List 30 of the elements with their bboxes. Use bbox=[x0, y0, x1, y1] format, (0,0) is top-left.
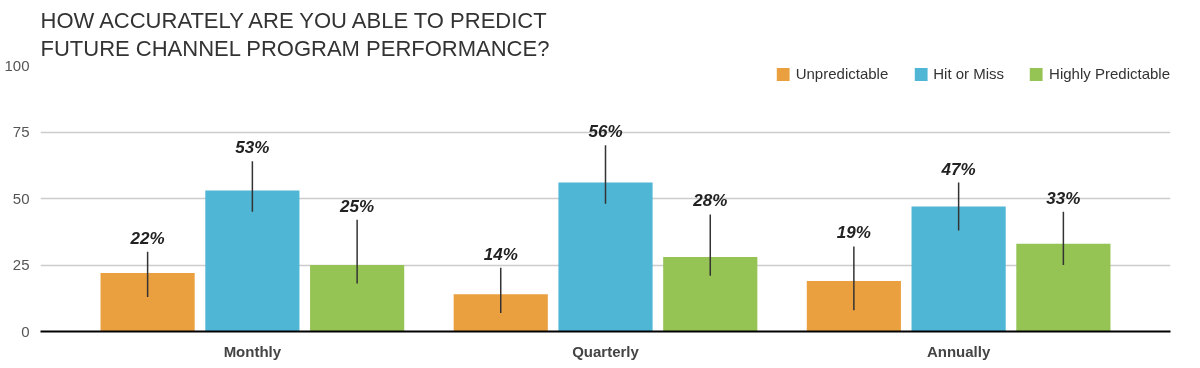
data-label: 28% bbox=[692, 191, 728, 211]
bar bbox=[453, 294, 548, 332]
x-tick-label: Annually bbox=[926, 342, 991, 360]
bar bbox=[663, 257, 758, 332]
data-label: 22% bbox=[129, 228, 165, 248]
legend-label: Unpredictable bbox=[795, 65, 889, 82]
bar bbox=[911, 206, 1006, 332]
data-label: 25% bbox=[339, 196, 375, 216]
data-label: 56% bbox=[588, 122, 623, 142]
y-tick-label: 0 bbox=[21, 322, 30, 340]
chart-title: HOW ACCURATELY ARE YOU ABLE TO PREDICT FUTURE CHANNEL PROGRAM PERFORMANCE? bbox=[40, 8, 550, 61]
x-tick-label: Quarterly bbox=[572, 342, 640, 360]
data-label: 53% bbox=[235, 138, 270, 158]
x-tick-label: Monthly bbox=[223, 342, 282, 360]
bar bbox=[806, 280, 901, 332]
data-label: 19% bbox=[836, 223, 871, 243]
bar bbox=[100, 272, 195, 332]
y-tick-label: 100 bbox=[4, 56, 30, 74]
bar bbox=[1016, 243, 1111, 332]
data-label: 33% bbox=[1046, 188, 1081, 208]
y-tick-label: 75 bbox=[12, 123, 30, 140]
data-label: 47% bbox=[940, 159, 976, 179]
legend-label: Highly Predictable bbox=[1049, 65, 1170, 82]
y-tick-label: 25 bbox=[12, 256, 30, 273]
bar bbox=[205, 190, 300, 332]
legend-label: Hit or Miss bbox=[933, 65, 1005, 82]
data-label: 14% bbox=[483, 244, 518, 264]
y-tick-label: 50 bbox=[12, 189, 30, 207]
bar bbox=[310, 265, 405, 332]
bar bbox=[558, 182, 653, 332]
